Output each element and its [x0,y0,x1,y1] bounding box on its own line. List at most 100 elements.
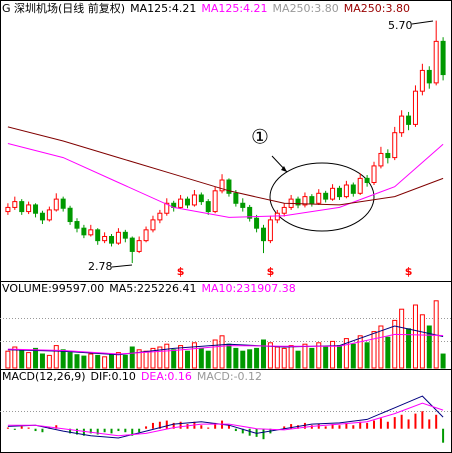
candle-body [343,184,349,198]
legend-entry: DEA:0.16 [141,370,192,383]
volume-bar [81,355,87,369]
candle-body [419,69,425,92]
legend-entry: DIF:0.10 [91,370,136,383]
volume-bar [378,325,384,369]
volume-bar [219,335,225,369]
volume-bar [191,342,197,369]
volume-bar [19,349,25,369]
volume-bar [129,346,135,369]
volume-bar [260,339,266,369]
volume-bar [122,354,128,369]
annotation-circle-label: ① [251,125,269,149]
volume-bar [205,350,211,369]
candle-body [102,235,108,242]
volume-bar [247,349,253,369]
low-price-label: 2.78 [88,260,113,273]
chart-title: G 深圳机场(日线 前复权) [2,1,125,15]
volume-bar [26,352,32,369]
candle-body [185,198,191,206]
volume-bar [343,338,349,369]
candle-body [164,202,170,214]
volume-bar [419,314,425,369]
legend-entry: MACD:-0.12 [197,370,262,383]
candle-body [46,209,52,221]
event-marker: $ [177,265,185,278]
volume-bar [316,342,322,369]
high-arrow [411,20,434,25]
volume-bar [164,343,170,369]
low-arrow [111,264,133,268]
candle-body [212,190,218,213]
volume-bar [399,308,405,369]
candle-body [26,204,32,213]
candle-body [81,227,87,236]
volume-bar [212,339,218,369]
volume-bar [115,352,121,369]
volume-bar [281,347,287,369]
volume-bar [60,349,66,369]
volume-bar [5,350,11,369]
volume-bar [274,346,280,369]
volume-bar [330,340,336,369]
candle-body [260,227,266,242]
volume-bar [109,354,115,369]
candle-body [267,219,273,242]
volume-bar [392,319,398,369]
highlight-ellipse [269,162,375,232]
candle-body [88,229,94,236]
volume-bar [143,350,149,369]
event-marker: $ [405,265,413,278]
legend-entry: MA125:4.21 [130,2,196,15]
arrow-head [281,166,287,172]
candle-body [60,198,66,209]
candle-body [323,192,329,200]
candle-body [330,187,336,200]
volume-bar [440,353,446,369]
candle-body [274,212,280,221]
volume-bar [371,331,377,369]
legend-entry: MA250:3.80 [273,2,339,15]
volume-bar [350,343,356,369]
volume-bar [364,342,370,369]
candle-body [399,115,405,134]
event-marker: $ [267,265,275,278]
candle-body [254,217,260,229]
volume-bar [171,349,177,369]
candle-body [19,201,25,213]
volume-bar [385,336,391,369]
volume-bar [412,304,418,369]
candle-body [136,240,142,252]
candle-body [219,179,225,192]
volume-bar [12,346,18,369]
volume-bar [198,347,204,369]
candle-body [129,237,135,252]
candle-body [392,132,398,159]
panel-header: MACD(12,26,9) DIF:0.10 DEA:0.16 MACD:-0.12 [2,370,262,383]
volume-bar [226,343,232,369]
legend-entry: MA125:4.21 [201,2,267,15]
indicator-line [7,325,444,356]
volume-bar [336,345,342,369]
volume-bar [233,347,239,369]
candle-body [150,219,156,231]
candle-body [295,198,301,206]
legend-entry: MA250:3.80 [344,2,410,15]
candle-body [198,194,204,203]
indicator-line [7,143,444,218]
legend-entry: MACD(12,26,9) [2,370,86,383]
indicator-line [7,333,444,355]
candle-body [350,184,356,194]
candle-body [12,201,18,208]
indicator-line [7,126,444,206]
volume-bar [178,345,184,369]
legend-entry: MA10:231907.38 [201,282,295,295]
candle-body [205,201,211,213]
candle-body [95,229,101,242]
candle-body [67,207,73,223]
candle-body [233,192,239,204]
volume-bar [309,347,315,369]
volume-bar [46,354,52,369]
legend-entry: MA5:225226.41 [109,282,196,295]
volume-bar [39,353,45,369]
